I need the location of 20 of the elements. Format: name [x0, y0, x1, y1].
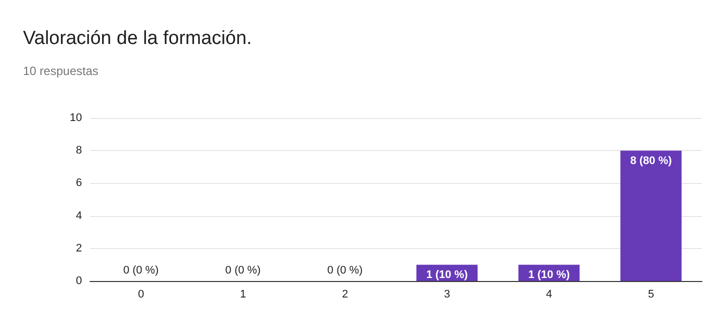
chart-title: Valoración de la formación. — [23, 28, 252, 49]
x-tick-label: 0 — [138, 288, 144, 300]
x-tick-label: 4 — [546, 288, 552, 300]
data-label: 0 (0 %) — [327, 264, 363, 276]
y-tick-label: 10 — [70, 112, 82, 124]
data-label: 0 (0 %) — [225, 264, 261, 276]
x-tick-label: 2 — [342, 288, 348, 300]
x-tick-label: 5 — [648, 288, 654, 300]
data-label: 1 (10 %) — [426, 269, 468, 282]
y-tick-label: 2 — [76, 242, 82, 254]
chart-subtitle: 10 respuestas — [23, 64, 98, 78]
x-tick-label: 3 — [444, 288, 450, 300]
y-tick-label: 8 — [76, 144, 82, 157]
x-tick-label: 1 — [240, 288, 246, 300]
y-tick-label: 0 — [76, 275, 82, 287]
y-tick-label: 6 — [76, 177, 82, 190]
y-tick-label: 4 — [76, 210, 82, 222]
data-label: 8 (80 %) — [630, 155, 672, 168]
data-label: 0 (0 %) — [123, 264, 159, 276]
data-label: 1 (10 %) — [528, 269, 570, 282]
